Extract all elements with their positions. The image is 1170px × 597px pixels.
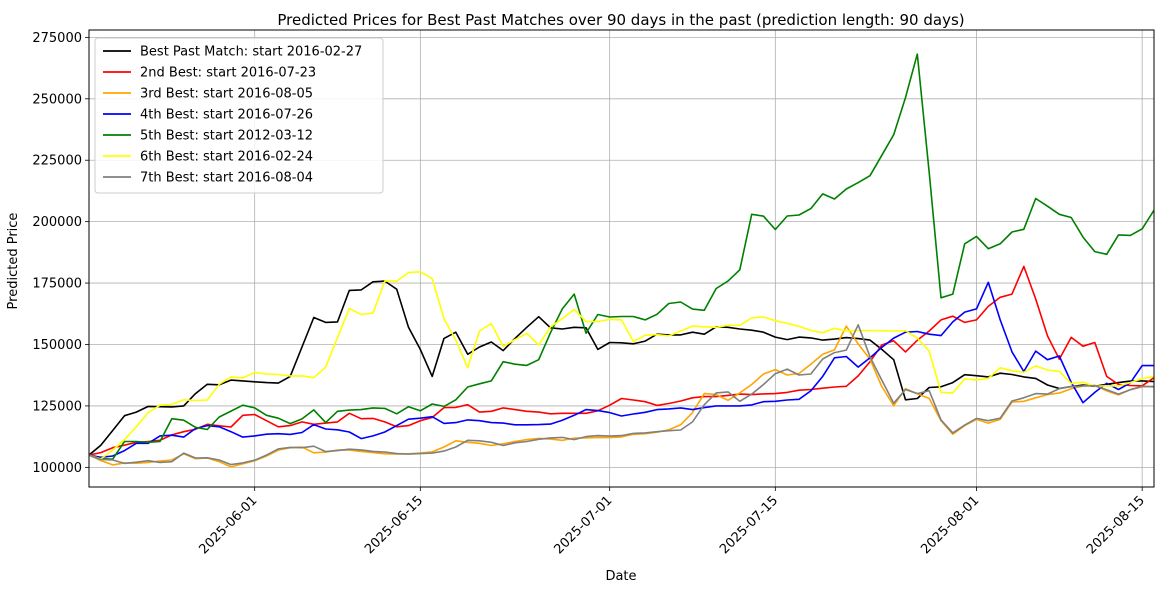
series-line-5 bbox=[89, 53, 1154, 461]
y-tick-label: 200000 bbox=[32, 215, 82, 230]
y-tick-label: 175000 bbox=[32, 277, 82, 292]
series-line-4 bbox=[89, 281, 1154, 459]
x-axis-label: Date bbox=[605, 569, 636, 584]
y-tick-label: 125000 bbox=[32, 399, 82, 414]
legend-label-1: Best Past Match: start 2016-02-27 bbox=[140, 45, 362, 60]
series-line-7 bbox=[89, 323, 1154, 466]
plot-frame bbox=[88, 29, 1155, 488]
chart-title: Predicted Prices for Best Past Matches o… bbox=[277, 11, 964, 29]
y-tick-label: 250000 bbox=[32, 92, 82, 107]
y-tick-label: 150000 bbox=[32, 338, 82, 353]
legend-box bbox=[94, 37, 384, 194]
legend-label-2: 2nd Best: start 2016-07-23 bbox=[140, 66, 316, 81]
y-tick-label: 275000 bbox=[32, 31, 82, 46]
legend-label-4: 4th Best: start 2016-07-26 bbox=[140, 108, 313, 123]
series-line-6 bbox=[89, 270, 1154, 460]
series-layer bbox=[89, 53, 1154, 468]
legend: Best Past Match: start 2016-02-27 2nd Bes… bbox=[94, 37, 384, 194]
legend-label-5: 5th Best: start 2012-03-12 bbox=[140, 129, 313, 144]
y-axis-label: Predicted Price bbox=[6, 213, 21, 310]
legend-label-7: 7th Best: start 2016-08-04 bbox=[140, 171, 313, 186]
series-line-2 bbox=[89, 265, 1154, 456]
series-line-1 bbox=[89, 280, 1154, 456]
y-tick-label: 225000 bbox=[32, 154, 82, 169]
legend-label-6: 6th Best: start 2016-02-24 bbox=[140, 150, 313, 165]
y-tick-label: 100000 bbox=[32, 461, 82, 476]
legend-label-3: 3rd Best: start 2016-08-05 bbox=[140, 87, 313, 102]
